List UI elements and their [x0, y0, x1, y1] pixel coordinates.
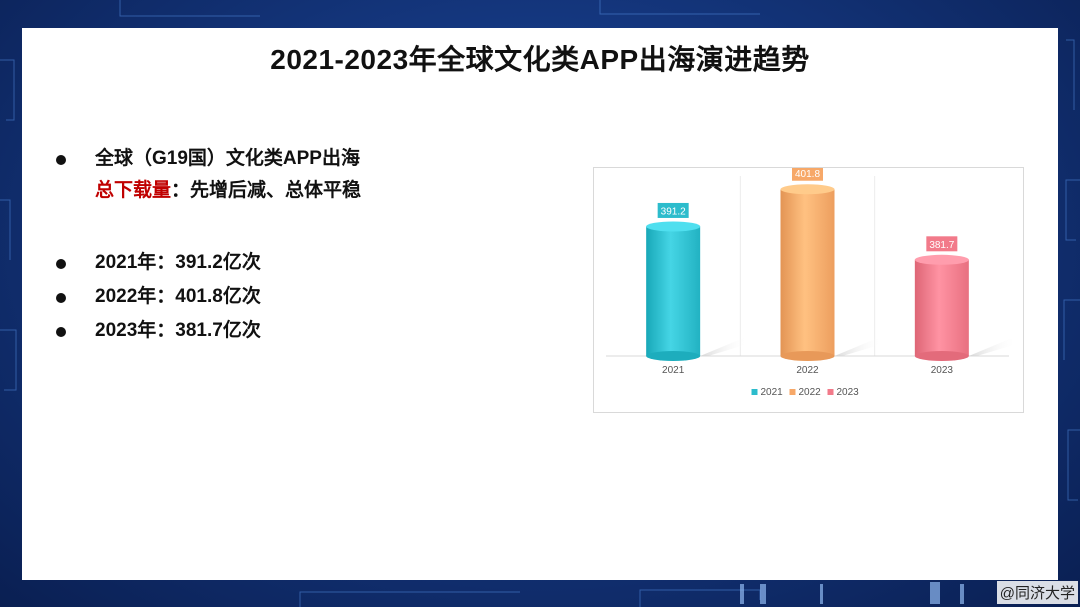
bar-chart-container: 391.2 2021 401.8 2022 381.7 2023 2021 2022 2023 — [593, 167, 1024, 413]
data-label-bg-2022 — [791, 168, 824, 182]
legend-swatch-2021 — [751, 389, 758, 395]
bullet-2022-text: 2022年：401.8亿次 — [95, 286, 261, 307]
bar-shadow — [700, 336, 749, 356]
bar-top-2022 — [780, 184, 835, 195]
bar-base-2021 — [646, 351, 701, 361]
bullet-list: 全球（G19国）文化类APP出海 总下载量：先增后减、总体平稳 2021年：39… — [55, 142, 361, 348]
bar-top-2023 — [914, 254, 969, 265]
bullet-summary: 全球（G19国）文化类APP出海 — [55, 142, 361, 176]
bar-2023 — [914, 259, 969, 356]
watermark: @同济大学 — [996, 581, 1078, 604]
bar-top-2021 — [646, 221, 701, 232]
data-label-2022: 401.8 — [795, 169, 820, 180]
bar-shadow — [968, 336, 1017, 356]
bar-2022 — [780, 189, 835, 356]
legend-swatch-2022 — [789, 389, 796, 395]
data-label-2023: 381.7 — [929, 240, 954, 251]
data-label-bg-2021 — [656, 201, 690, 219]
bullet-2023: 2023年：381.7亿次 — [55, 314, 361, 348]
bullet-2023-text: 2023年：381.7亿次 — [95, 320, 261, 341]
legend-label-2023: 2023 — [837, 387, 860, 398]
x-tick-label-2021: 2021 — [662, 365, 685, 376]
legend-label-2021: 2021 — [761, 387, 784, 398]
bar-base-2022 — [780, 351, 835, 361]
bar-base-2023 — [914, 351, 969, 361]
legend-swatch-2023 — [827, 389, 834, 395]
bullet-dot-icon — [56, 155, 66, 165]
highlight-total-downloads: 总下载量 — [95, 180, 172, 201]
bullet-summary-text: 全球（G19国）文化类APP出海 — [95, 148, 360, 169]
bullet-dot-icon — [56, 259, 66, 269]
bullet-2021-text: 2021年：391.2亿次 — [95, 252, 261, 273]
bullet-2022: 2022年：401.8亿次 — [55, 280, 361, 314]
bullet-2021: 2021年：391.2亿次 — [55, 246, 361, 280]
slide-panel: 2021-2023年全球文化类APP出海演进趋势 全球（G19国）文化类APP出… — [22, 28, 1058, 580]
bar-shadow — [834, 336, 883, 356]
legend-label-2022: 2022 — [799, 387, 822, 398]
trend-description: ：先增后减、总体平稳 — [171, 180, 362, 201]
bullet-dot-icon — [56, 293, 66, 303]
slide-title: 2021-2023年全球文化类APP出海演进趋势 — [270, 44, 810, 75]
bullet-summary-detail: 总下载量：先增后减、总体平稳 — [55, 176, 361, 210]
data-label-bg-2023 — [925, 235, 959, 253]
bar-2021 — [646, 226, 701, 356]
data-label-2021: 391.2 — [661, 206, 686, 217]
x-tick-label-2023: 2023 — [931, 365, 954, 376]
x-tick-label-2022: 2022 — [796, 365, 819, 376]
bullet-dot-icon — [56, 327, 66, 337]
bar-chart: 391.2 2021 401.8 2022 381.7 2023 2021 2022 2023 — [606, 168, 1017, 398]
